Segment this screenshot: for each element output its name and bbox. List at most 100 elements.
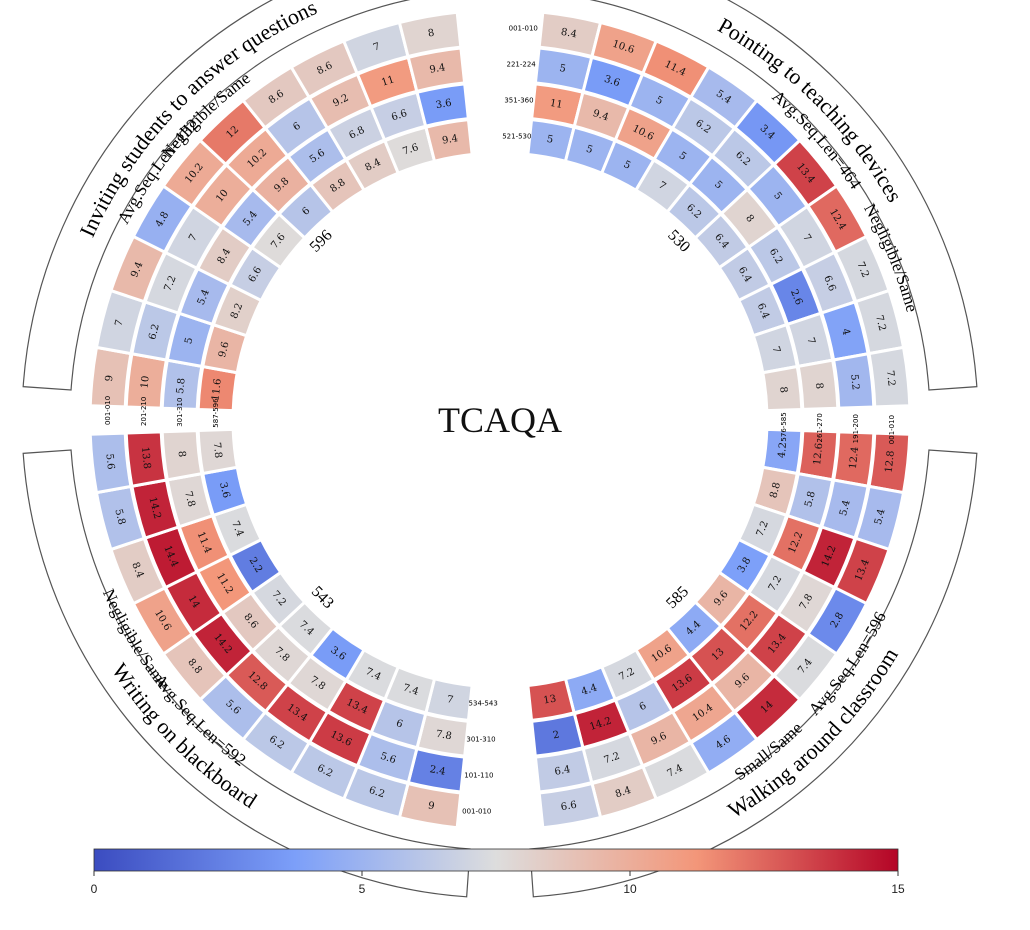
cell-value-label: 7.8 <box>435 729 453 743</box>
cell-value-label: 5 <box>183 336 195 345</box>
cell-value-label: 4.2 <box>777 442 790 459</box>
cell-value-label: 6.2 <box>367 785 386 800</box>
sector-frame <box>22 449 471 898</box>
cell-value-label: 4 <box>839 327 851 336</box>
cell-value-label: 13.8 <box>139 446 152 469</box>
ring-label: 001-010 <box>509 25 538 33</box>
cell-value-label: 9 <box>427 800 435 812</box>
sector-outer-frames <box>22 0 978 898</box>
ring-label: 001-010 <box>888 415 896 444</box>
cell-value-label: 7 <box>770 345 782 354</box>
ring-label: 576-585 <box>780 412 788 441</box>
ring-label: 301-310 <box>466 735 495 743</box>
ring-label: 261-270 <box>816 413 824 442</box>
heatmap-cell <box>526 677 576 722</box>
cell-value-label: 6 <box>291 121 303 134</box>
ring-label: 101-110 <box>464 771 493 779</box>
cell-value-label: 5.6 <box>379 751 398 766</box>
ring-label: 534-543 <box>469 700 498 708</box>
cell-value-label: 3.6 <box>217 481 232 499</box>
cell-value-label: 7 <box>187 232 200 243</box>
cell-value-label: 7.6 <box>401 142 420 157</box>
cell-value-label: 6 <box>395 718 405 730</box>
cell-value-label: 3.6 <box>435 98 453 112</box>
cell-value-label: 6.6 <box>390 108 409 123</box>
cell-value-label: 8.8 <box>768 481 783 499</box>
cell-value-label: 5 <box>622 159 633 172</box>
cell-value-label: 5 <box>558 63 566 75</box>
cell-value-label: 5.2 <box>848 374 861 391</box>
ring-label: 191-200 <box>852 414 860 443</box>
cell-value-label: 7.8 <box>211 442 224 459</box>
sector-frame <box>529 449 978 898</box>
cell-value-label: 2.4 <box>429 764 447 778</box>
cell-value-label: 6 <box>638 700 649 713</box>
heatmap-cell <box>761 364 804 413</box>
cell-value-label: 4.4 <box>580 682 599 697</box>
colorbar-tick-label: 10 <box>623 882 637 896</box>
cell-value-label: 10 <box>139 375 151 389</box>
cell-value-label: 7.2 <box>884 370 897 387</box>
cell-value-label: 12.4 <box>848 446 861 469</box>
cell-value-label: 5 <box>546 134 554 146</box>
cell-value-label: 9 <box>104 375 116 383</box>
cell-value-label: 8 <box>777 386 789 394</box>
cell-value-label: 5.8 <box>803 490 818 508</box>
ring-label: 001-010 <box>104 396 112 425</box>
cell-value-label: 12.8 <box>884 450 897 473</box>
cell-value-label: 6.2 <box>147 323 162 341</box>
colorbar-tick-label: 15 <box>891 882 905 896</box>
cell-value-label: 6.4 <box>554 764 572 778</box>
cell-value-label: 7 <box>804 336 816 345</box>
colorbar-ticks: 0 5 10 15 <box>91 871 905 896</box>
cell-value-label: 11 <box>380 74 396 88</box>
colorbar: 0 5 10 15 <box>91 848 905 896</box>
cell-value-label: 11 <box>549 98 563 111</box>
cell-value-label: 5.4 <box>838 499 853 517</box>
cell-value-label: 13 <box>543 694 557 707</box>
cell-value-label: 3.6 <box>603 74 622 89</box>
cell-value-label: 7 <box>800 232 813 243</box>
cell-value-label: 14.2 <box>146 496 162 520</box>
cell-value-label: 12.6 <box>812 442 825 465</box>
cell-value-label: 8 <box>427 28 435 40</box>
cell-value-label: 5 <box>654 95 665 108</box>
heatmap-cell <box>424 118 474 163</box>
colorbar-gradient <box>93 848 899 872</box>
cell-value-label: 7.8 <box>182 490 197 508</box>
ring-labels: 001-010 221-224 351-360 521-530 001-010 191-2… <box>104 25 896 816</box>
cell-value-label: 7 <box>656 180 668 193</box>
cell-value-label: 7.4 <box>401 682 420 697</box>
cell-value-label: 9.6 <box>217 341 232 359</box>
cell-value-label: 11.6 <box>210 378 223 401</box>
cell-value-label: 7.2 <box>603 751 622 766</box>
chart-title: TCAQA <box>438 400 562 440</box>
cell-value-label: 2 <box>552 730 560 742</box>
cell-value-label: 6.6 <box>560 800 578 814</box>
ring-label: 587-596 <box>212 398 220 428</box>
heatmap-cells: 8.410.611.45.43.413.412.47.27.27.253.656… <box>88 10 912 830</box>
cell-value-label: 5.8 <box>112 508 127 526</box>
cell-value-label: 8 <box>743 213 756 225</box>
ring-label: 001-010 <box>462 807 491 815</box>
heatmap-cell <box>196 427 239 476</box>
cell-value-label: 5 <box>771 190 784 202</box>
sector-frame <box>22 0 412 391</box>
colorbar-tick-label: 0 <box>91 882 98 896</box>
cell-value-label: 5.4 <box>873 508 888 526</box>
sector-frame <box>588 0 978 391</box>
cell-value-label: 8.4 <box>560 27 578 41</box>
cell-value-label: 7 <box>446 694 454 706</box>
cell-value-label: 8.4 <box>614 785 633 800</box>
ring-label: 351-360 <box>504 97 533 105</box>
ring-label: 301-310 <box>176 398 184 427</box>
ring-label: 201-210 <box>140 397 148 426</box>
cell-value-label: 8 <box>176 450 188 458</box>
cell-value-label: 7 <box>372 41 382 53</box>
cell-value-label: 5.8 <box>175 377 188 394</box>
cell-value-label: 8 <box>813 382 825 390</box>
ring-label: 221-224 <box>506 61 536 69</box>
cell-value-label: 9.4 <box>441 133 459 147</box>
cell-value-label: 5 <box>677 150 689 163</box>
